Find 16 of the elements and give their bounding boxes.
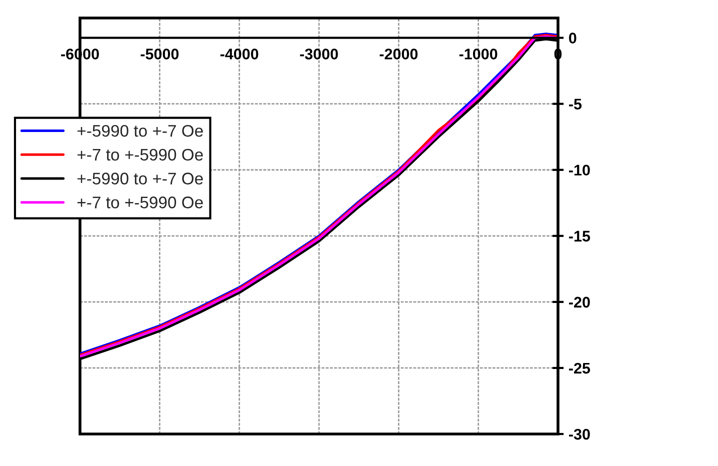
y-tick-label: -15 [569, 230, 590, 242]
y-tick-label: -10 [569, 164, 590, 176]
x-tick-label: -5000 [140, 48, 179, 60]
legend-label: +-7 to +-5990 Oe [77, 196, 203, 208]
y-tick-label: -20 [569, 296, 590, 308]
x-tick-label: -2000 [380, 48, 418, 60]
legend-label: +-7 to +-5990 Oe [77, 148, 203, 161]
y-tick-label: -5 [569, 98, 582, 110]
y-tick-label: 0 [569, 32, 576, 44]
legend-label: +-5990 to +-7 Oe [77, 124, 203, 137]
x-tick-label: -1000 [459, 48, 498, 60]
y-tick-label: -25 [569, 362, 590, 374]
x-tick-label: -3000 [300, 48, 338, 60]
x-tick-label: -4000 [220, 48, 258, 60]
y-tick-label: -30 [569, 428, 590, 440]
legend-label: +-5990 to +-7 Oe [77, 172, 203, 184]
